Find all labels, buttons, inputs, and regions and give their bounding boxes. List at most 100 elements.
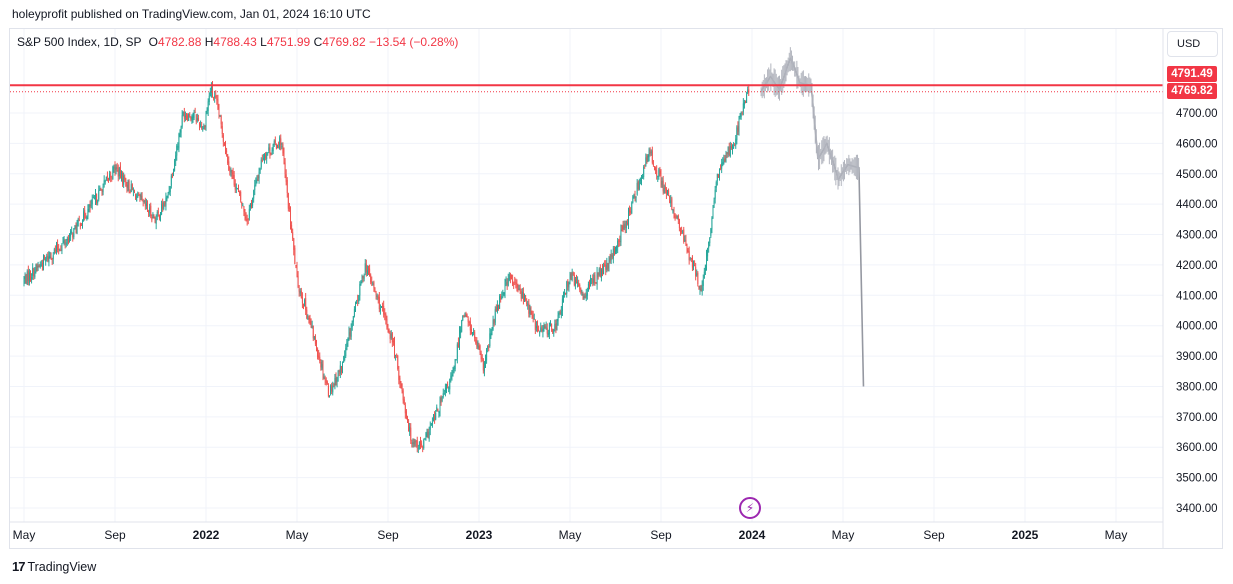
candle-body — [724, 158, 726, 161]
candle-body — [346, 342, 348, 350]
candle-body — [505, 280, 507, 282]
candle-body — [78, 219, 80, 222]
candle-body — [513, 283, 515, 285]
candle-body — [206, 109, 208, 114]
candle-body — [217, 98, 219, 109]
candle-body — [608, 258, 610, 268]
candle-body — [31, 277, 33, 280]
candle-layer — [23, 81, 750, 454]
candle-body — [439, 399, 441, 413]
candle-body — [228, 161, 230, 170]
candle-body — [226, 150, 228, 153]
currency-button[interactable]: USD — [1167, 31, 1218, 57]
candle-body — [324, 377, 326, 380]
candle-body — [631, 202, 633, 214]
candle-body — [357, 299, 359, 301]
candle-body — [742, 103, 744, 112]
candle-body — [383, 305, 385, 315]
y-tick-label: 4000.00 — [1176, 321, 1218, 333]
candle-body — [323, 376, 325, 378]
candle-body — [543, 325, 545, 331]
candle-body — [655, 167, 657, 171]
candle-body — [376, 295, 378, 297]
candle-body — [134, 190, 135, 192]
candle-body — [408, 422, 410, 431]
candle-body — [670, 200, 672, 204]
candle-body — [410, 427, 412, 441]
candle-body — [440, 398, 442, 403]
candle-body — [409, 426, 411, 433]
candle-body — [686, 244, 688, 250]
candle-body — [599, 267, 601, 277]
candle-body — [292, 232, 294, 239]
y-tick-label: 4600.00 — [1176, 138, 1218, 150]
candle-body — [118, 167, 120, 176]
candle-body — [256, 179, 258, 181]
candle-body — [702, 279, 704, 286]
candle-body — [112, 166, 114, 180]
candle-body — [101, 190, 103, 195]
candle-body — [738, 117, 740, 131]
candle-body — [428, 431, 430, 440]
candle-body — [407, 418, 408, 423]
candle-body — [109, 174, 111, 180]
candle-body — [248, 208, 250, 219]
candle-body — [143, 200, 145, 202]
candle-body — [210, 86, 212, 93]
projection-layer — [760, 47, 865, 387]
candle-body — [186, 116, 187, 118]
candle-body — [416, 440, 418, 448]
candle-body — [275, 144, 277, 149]
candle-body — [288, 207, 290, 209]
x-tick-label: 2025 — [1012, 528, 1039, 542]
candle-body — [479, 346, 481, 353]
candle-body — [580, 288, 582, 294]
candle-body — [313, 336, 315, 340]
candle-body — [258, 171, 260, 179]
candle-body — [574, 279, 576, 286]
candle-body — [726, 152, 728, 154]
candle-body — [495, 307, 497, 312]
y-tick-label: 3900.00 — [1176, 351, 1218, 363]
candle-body — [623, 224, 625, 230]
candle-body — [155, 217, 157, 224]
candle-body — [259, 168, 261, 171]
candle-body — [606, 263, 608, 270]
candle-body — [512, 279, 514, 285]
candle-body — [712, 205, 714, 217]
candle-body — [450, 375, 452, 379]
candle-body — [584, 295, 586, 299]
candle-body — [37, 265, 39, 268]
candle-body — [403, 399, 405, 405]
candle-body — [317, 349, 319, 357]
candle-body — [66, 238, 68, 241]
candle-body — [743, 101, 745, 105]
candle-body — [411, 442, 413, 444]
candle-body — [148, 211, 150, 213]
lightning-icon[interactable]: ⚡ — [739, 497, 761, 519]
candle-body — [362, 275, 364, 279]
candle-body — [160, 213, 161, 217]
candle-body — [474, 332, 476, 339]
candle-body — [214, 95, 216, 98]
candle-body — [459, 331, 460, 350]
candle-body — [342, 362, 343, 371]
candle-body — [165, 197, 167, 207]
candle-body — [697, 272, 699, 285]
candle-body — [424, 438, 426, 440]
tradingview-logo[interactable]: 17 TradingView — [12, 559, 96, 574]
grid-layer — [10, 29, 1163, 522]
candle-body — [442, 393, 444, 397]
candle-body — [610, 254, 612, 261]
candle-body — [35, 264, 37, 272]
candle-body — [251, 203, 252, 205]
candle-body — [607, 263, 609, 269]
candle-body — [329, 395, 330, 397]
candle-body — [478, 344, 480, 348]
candle-body — [52, 255, 54, 260]
candle-body — [377, 296, 379, 299]
candle-body — [703, 271, 705, 279]
candle-body — [540, 327, 542, 332]
candle-body — [553, 329, 555, 334]
